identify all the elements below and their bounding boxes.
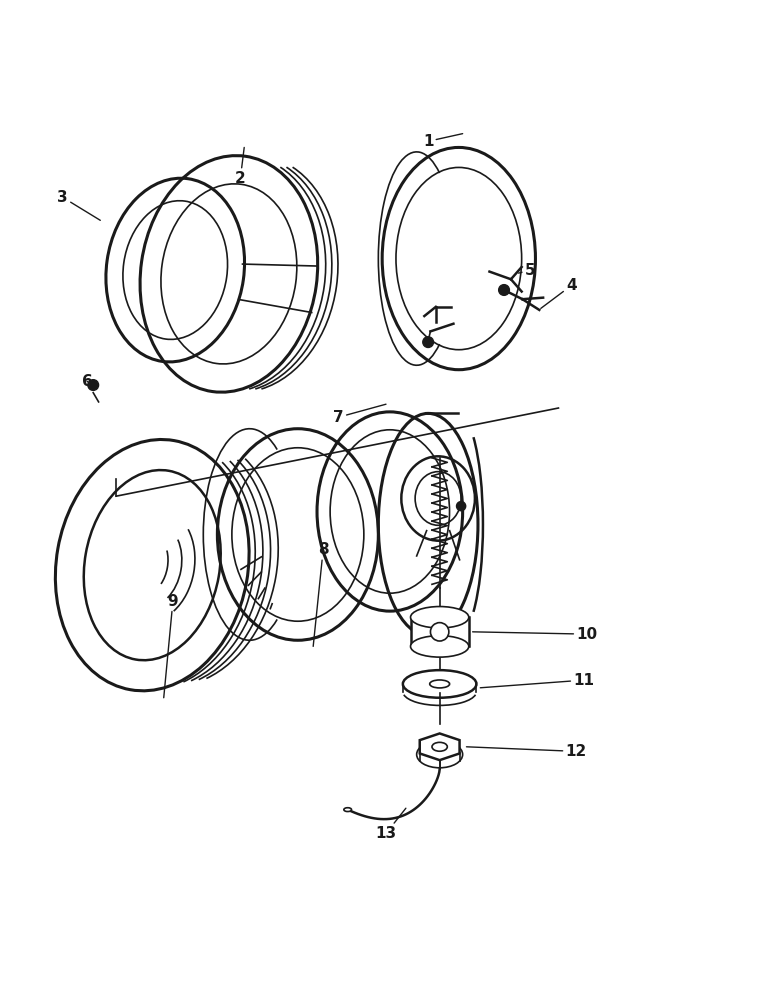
Text: 2: 2 xyxy=(235,147,245,186)
Circle shape xyxy=(456,502,466,511)
Ellipse shape xyxy=(403,670,476,698)
Circle shape xyxy=(499,285,510,295)
Text: 5: 5 xyxy=(519,263,536,278)
Ellipse shape xyxy=(432,742,447,751)
Text: 10: 10 xyxy=(472,627,598,642)
Ellipse shape xyxy=(430,680,449,688)
Circle shape xyxy=(423,337,434,347)
Text: 13: 13 xyxy=(375,808,406,841)
Text: 8: 8 xyxy=(313,542,328,646)
Text: 1: 1 xyxy=(423,134,462,149)
Ellipse shape xyxy=(411,636,469,657)
Text: 4: 4 xyxy=(541,278,577,308)
Text: 9: 9 xyxy=(164,594,178,698)
Ellipse shape xyxy=(431,623,449,641)
Text: 6: 6 xyxy=(82,374,93,389)
Ellipse shape xyxy=(411,607,469,628)
Polygon shape xyxy=(420,733,459,760)
Ellipse shape xyxy=(344,808,351,812)
Text: 7: 7 xyxy=(334,404,386,425)
Text: 11: 11 xyxy=(480,673,594,688)
Bar xyxy=(411,617,469,646)
Circle shape xyxy=(88,380,99,390)
Text: 12: 12 xyxy=(466,744,587,759)
Text: 3: 3 xyxy=(57,190,100,220)
